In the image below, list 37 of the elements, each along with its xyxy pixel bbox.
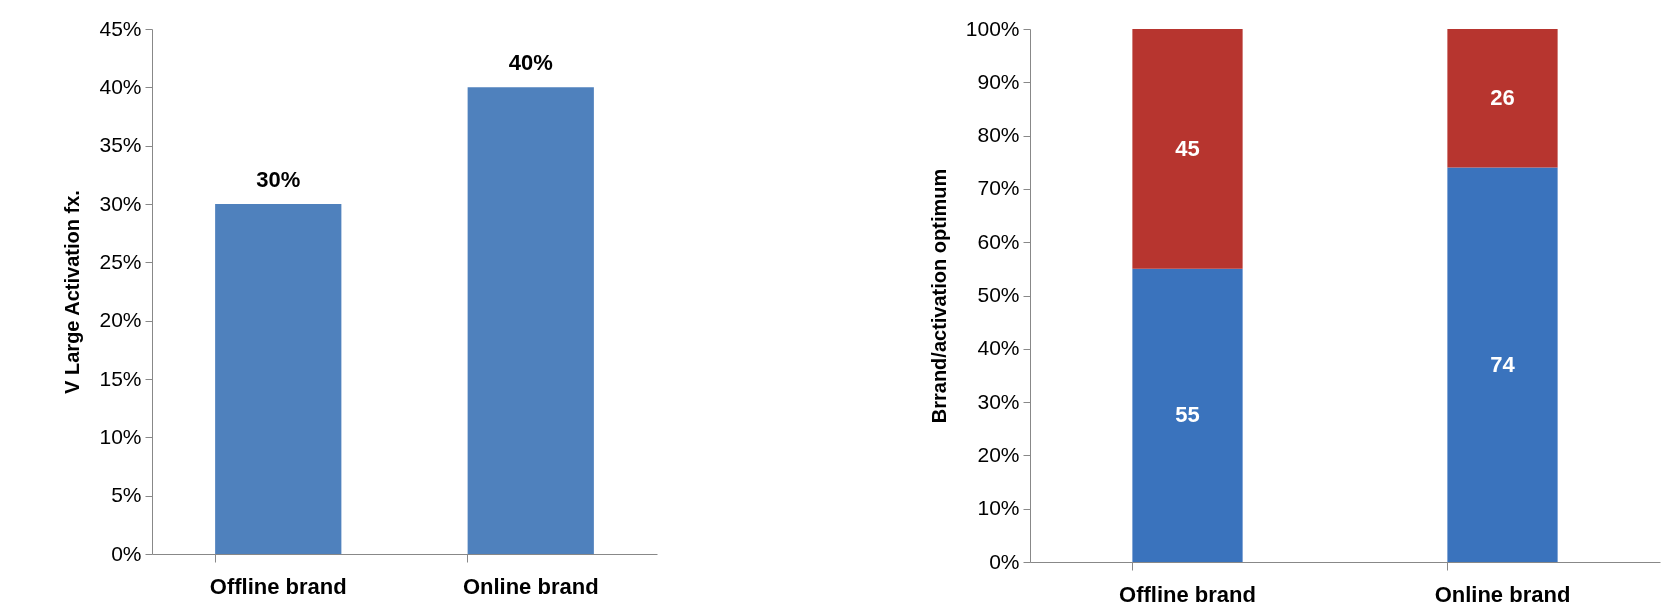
y-tick-label: 70% [977,176,1020,200]
y-tick-label: 15% [99,366,142,390]
y-tick-label: 0% [989,549,1020,573]
y-tick-label: 50% [977,283,1020,306]
y-tick-label: 40% [977,336,1020,360]
x-tick-label: Offline brand [209,573,347,599]
y-tick-label: 45% [99,16,142,40]
bar [1132,268,1243,562]
x-tick-label: Online brand [1434,581,1571,605]
y-tick-label: 100% [965,16,1020,40]
data-label: 30% [256,167,301,192]
bar [1132,29,1243,269]
y-tick-label: 5% [111,483,142,507]
bar [1447,167,1558,562]
y-tick-label: 10% [99,424,142,448]
y-tick-label: 20% [99,308,142,332]
data-label: 55 [1175,402,1200,428]
bar [1447,29,1558,168]
y-tick-label: 10% [977,496,1020,520]
y-tick-label: 40% [99,74,142,98]
x-tick-label: Offline brand [1119,581,1256,605]
data-label: 40% [508,50,553,76]
y-axis-title: Brrand/activation optimum [927,168,950,424]
y-tick-label: 30% [99,191,142,215]
y-tick-label: 20% [977,442,1020,466]
y-tick-label: 35% [99,133,142,157]
y-tick-label: 80% [977,123,1020,147]
y-tick-label: 0% [111,541,142,565]
y-axis-title: V Large Activation fx. [61,190,84,394]
y-tick-label: 60% [977,229,1020,253]
y-tick-label: 25% [99,249,142,273]
x-tick-label: Online brand [462,573,599,599]
data-label: 26 [1490,85,1515,111]
data-label: 45 [1175,135,1200,161]
y-tick-label: 30% [977,389,1020,413]
data-label: 74 [1490,351,1516,377]
y-tick-label: 90% [977,69,1020,93]
